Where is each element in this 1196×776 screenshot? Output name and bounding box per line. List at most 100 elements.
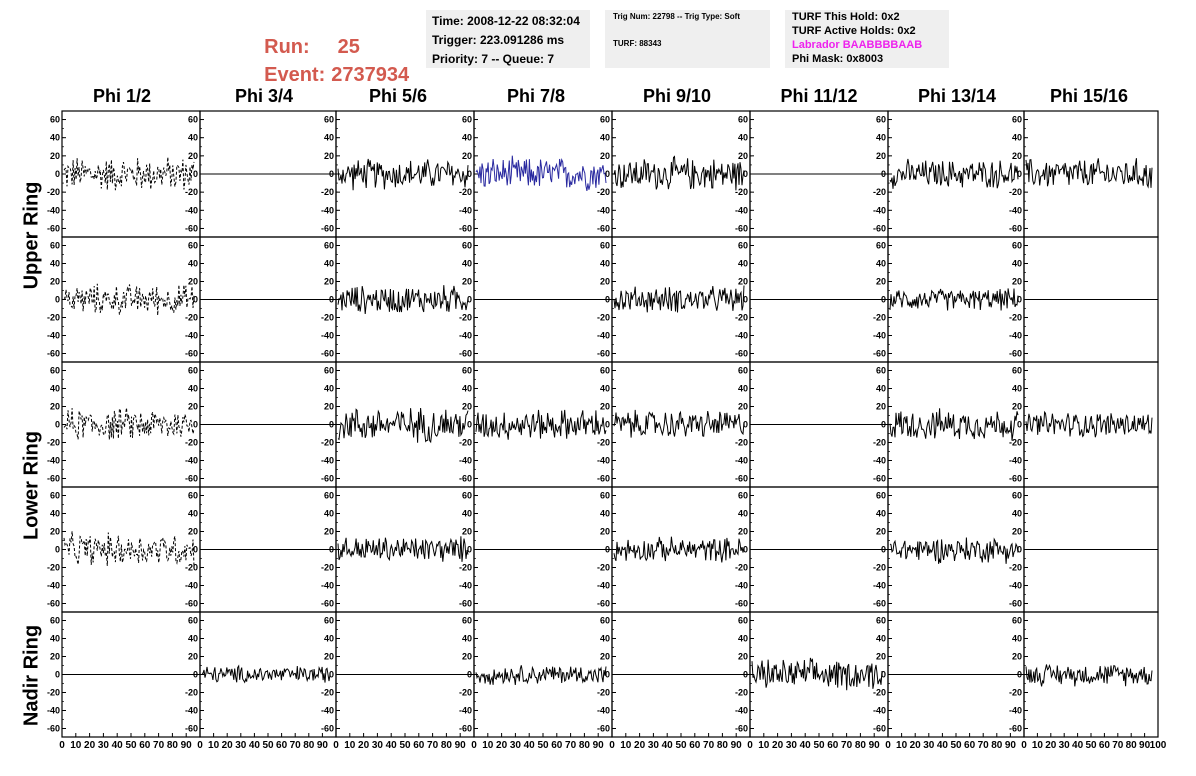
x-tick-label: 30 — [786, 740, 798, 751]
y-tick-label: 60 — [1012, 241, 1022, 251]
y-tick-label: 40 — [324, 634, 334, 644]
y-tick-label: 0 — [1017, 670, 1022, 680]
panel-r2-c4: 60 40 20 0 -20 -40 -60 — [597, 361, 751, 488]
x-tick-label: 80 — [167, 740, 179, 751]
x-tick-label: 70 — [153, 740, 165, 751]
y-tick-label: -40 — [735, 331, 748, 341]
y-tick-label: -40 — [47, 205, 60, 215]
x-tick-label: 20 — [910, 740, 922, 751]
y-tick-label: 60 — [462, 616, 472, 626]
y-tick-label: 60 — [50, 616, 60, 626]
y-tick-label: 20 — [876, 151, 886, 161]
y-tick-label: 40 — [324, 384, 334, 394]
y-tick-label: 20 — [462, 277, 472, 287]
y-tick-label: 0 — [881, 169, 886, 179]
y-tick-label: 40 — [600, 384, 610, 394]
y-tick-label: -20 — [47, 187, 60, 197]
y-tick-label: 0 — [743, 295, 748, 305]
y-tick-label: 60 — [324, 616, 334, 626]
y-tick-label: -40 — [873, 205, 886, 215]
y-tick-label: -20 — [459, 187, 472, 197]
y-tick-label: 20 — [462, 527, 472, 537]
x-tick-label: 50 — [813, 740, 825, 751]
y-tick-label: 60 — [188, 241, 198, 251]
y-tick-label: -40 — [47, 706, 60, 716]
x-tick-label: 90 — [731, 740, 743, 751]
y-tick-label: -60 — [597, 474, 610, 484]
y-tick-label: 60 — [600, 366, 610, 376]
y-tick-label: 0 — [881, 545, 886, 555]
y-tick-label: 60 — [324, 115, 334, 125]
x-tick-label: 50 — [399, 740, 411, 751]
trace-line — [63, 407, 195, 440]
x-tick-label: 20 — [772, 740, 784, 751]
x-tick-label: 60 — [413, 740, 425, 751]
y-tick-label: 60 — [738, 241, 748, 251]
y-tick-label: 60 — [50, 115, 60, 125]
y-tick-label: 20 — [324, 402, 334, 412]
y-tick-label: -20 — [47, 438, 60, 448]
x-tick-label: 40 — [524, 740, 536, 751]
y-tick-label: -60 — [47, 724, 60, 734]
y-tick-label: -60 — [185, 349, 198, 359]
col-header-8: Phi 15/16 — [1049, 86, 1129, 106]
panel-r3-c0: 60 40 20 0 -20 -40 -60 — [47, 486, 201, 613]
y-tick-label: -40 — [597, 331, 610, 341]
x-tick-label: 40 — [1072, 740, 1084, 751]
y-tick-label: -20 — [459, 313, 472, 323]
y-tick-label: 60 — [876, 241, 886, 251]
trace-line — [889, 288, 1019, 311]
y-tick-label: -60 — [185, 223, 198, 233]
x-tick-label: 30 — [235, 740, 247, 751]
trace-line — [889, 537, 1019, 564]
y-tick-label: 40 — [1012, 259, 1022, 269]
x-tick-label: 20 — [1045, 740, 1057, 751]
panel-r1-c2: 60 40 20 0 -20 -40 -60 — [321, 236, 475, 363]
event-label: Event: 2737934 — [253, 39, 409, 87]
y-tick-label: -40 — [735, 205, 748, 215]
x-tick-label: 20 — [222, 740, 234, 751]
panel-r1-c3: 60 40 20 0 -20 -40 -60 — [459, 236, 613, 363]
y-tick-label: 60 — [600, 616, 610, 626]
y-tick-label: -20 — [1009, 187, 1022, 197]
y-tick-label: -60 — [321, 599, 334, 609]
y-tick-label: -20 — [597, 187, 610, 197]
y-tick-label: -60 — [321, 349, 334, 359]
y-tick-label: -20 — [185, 563, 198, 573]
y-tick-label: -40 — [597, 581, 610, 591]
y-tick-label: -40 — [459, 205, 472, 215]
y-tick-label: -60 — [459, 223, 472, 233]
y-tick-label: 0 — [329, 670, 334, 680]
y-tick-label: -20 — [459, 438, 472, 448]
x-tick-label: 20 — [496, 740, 508, 751]
x-tick-label: 40 — [937, 740, 949, 751]
y-tick-label: -40 — [597, 205, 610, 215]
y-tick-label: 20 — [188, 402, 198, 412]
y-tick-label: 40 — [188, 509, 198, 519]
x-tick-label: 0 — [885, 740, 891, 751]
y-tick-label: -60 — [735, 349, 748, 359]
x-tick-label: 80 — [1126, 740, 1138, 751]
col-header-5: Phi 9/10 — [642, 86, 712, 106]
x-tick-label: 70 — [703, 740, 715, 751]
x-tick-label: 80 — [441, 740, 453, 751]
x-tick-label: 60 — [276, 740, 288, 751]
panel-r1-c6: 60 40 20 0 -20 -40 -60 — [873, 236, 1025, 363]
col-header-6: Phi 11/12 — [780, 86, 858, 106]
y-tick-label: 0 — [605, 670, 610, 680]
panel-frame — [61, 110, 201, 238]
y-tick-label: 20 — [738, 151, 748, 161]
panel-r1-c0: 60 40 20 0 -20 -40 -60 — [47, 236, 201, 363]
y-tick-label: 40 — [600, 133, 610, 143]
y-tick-label: -60 — [735, 474, 748, 484]
x-tick-label: 70 — [290, 740, 302, 751]
trig-num-text: Trig Num: 22798 -- Trig Type: Soft — [613, 12, 740, 21]
panel-r2-c3: 60 40 20 0 -20 -40 -60 — [459, 361, 613, 488]
y-tick-label: -60 — [597, 223, 610, 233]
y-tick-label: 0 — [329, 545, 334, 555]
y-tick-label: 40 — [50, 259, 60, 269]
trace-line — [63, 157, 195, 191]
y-tick-label: -60 — [873, 474, 886, 484]
y-tick-label: 40 — [1012, 384, 1022, 394]
